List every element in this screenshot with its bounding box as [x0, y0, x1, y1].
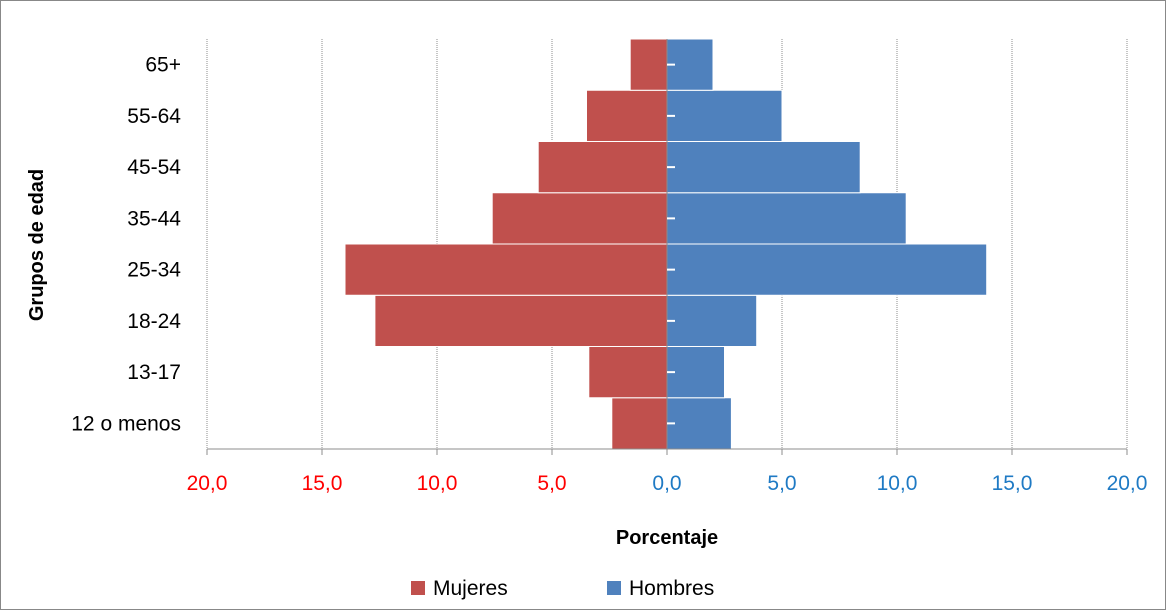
legend-swatch-mujeres [411, 581, 425, 595]
category-label-12-o-menos: 12 o menos [71, 412, 181, 435]
category-label-45-54: 45-54 [127, 156, 181, 179]
bar-mujeres-25-34 [344, 243, 668, 296]
legend: Mujeres Hombres [411, 577, 714, 600]
bar-hombres-12-o-menos [666, 397, 732, 450]
x-axis-title: Porcentaje [616, 527, 718, 549]
legend-swatch-hombres [607, 581, 621, 595]
bar-hombres-25-34 [666, 243, 988, 296]
bar-hombres-35-44 [666, 192, 907, 245]
bar-mujeres-55-64 [586, 89, 668, 142]
y-axis-title: Grupos de edad [26, 169, 48, 321]
bar-hombres-18-24 [666, 294, 758, 347]
bar-mujeres-65- [629, 38, 668, 91]
x-tick-label-4: 0,0 [652, 472, 681, 495]
x-tick-label-7: 15,0 [992, 472, 1033, 495]
bar-mujeres-35-44 [491, 192, 668, 245]
category-label-35-44: 35-44 [127, 207, 181, 230]
bar-hombres-45-54 [666, 141, 861, 194]
x-tick-label-8: 20,0 [1107, 472, 1148, 495]
bar-mujeres-45-54 [537, 141, 668, 194]
legend-label-hombres: Hombres [629, 577, 714, 600]
bar-hombres-13-17 [666, 346, 725, 399]
bar-mujeres-12-o-menos [611, 397, 668, 450]
x-tick-label-0: 20,0 [187, 472, 228, 495]
x-tick-label-5: 5,0 [767, 472, 796, 495]
bar-hombres-55-64 [666, 89, 783, 142]
legend-label-mujeres: Mujeres [433, 577, 508, 600]
axes [206, 39, 1128, 455]
bars [344, 38, 988, 450]
category-label-18-24: 18-24 [127, 310, 181, 333]
bar-mujeres-18-24 [374, 294, 668, 347]
x-tick-label-3: 5,0 [537, 472, 566, 495]
bar-mujeres-13-17 [588, 346, 668, 399]
category-label-25-34: 25-34 [127, 259, 181, 282]
tick-labels: 12 o menos 13-17 18-24 25-34 35-44 45-54 55-64… [71, 54, 1147, 495]
category-label-65-: 65+ [145, 54, 181, 77]
category-label-13-17: 13-17 [127, 361, 181, 384]
x-tick-label-6: 10,0 [877, 472, 918, 495]
x-tick-label-1: 15,0 [302, 472, 343, 495]
category-label-55-64: 55-64 [127, 105, 181, 128]
x-tick-label-2: 10,0 [417, 472, 458, 495]
